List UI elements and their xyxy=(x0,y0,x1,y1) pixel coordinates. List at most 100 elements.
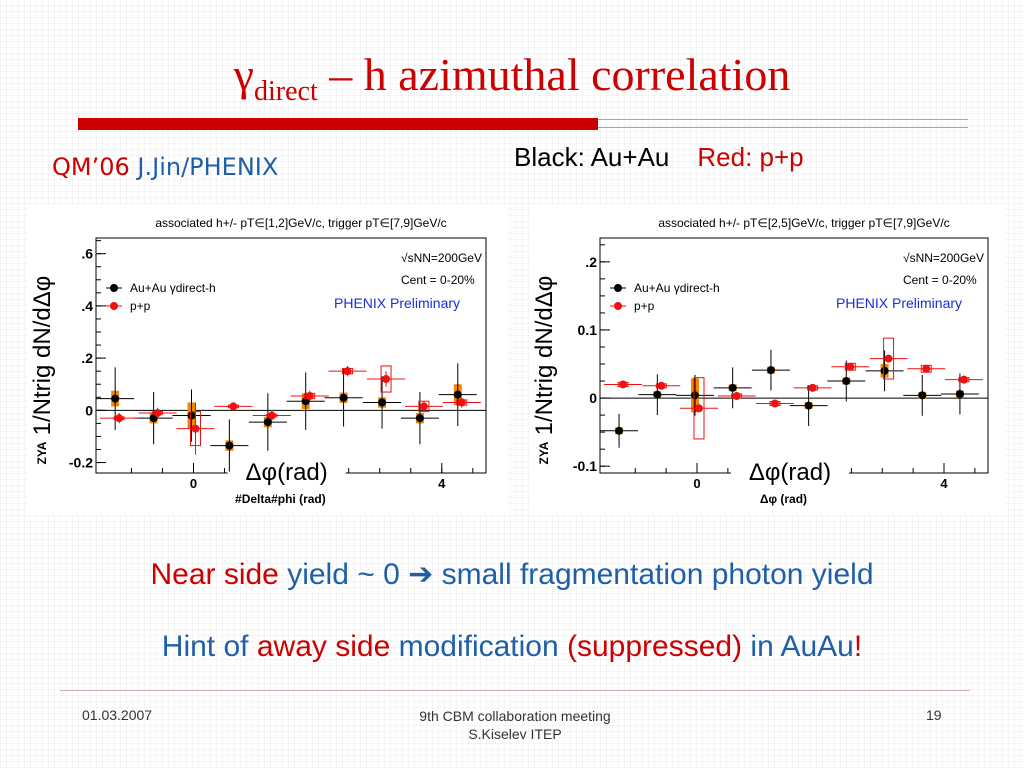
title-rule-thin xyxy=(598,119,968,120)
y-axis-prefix: ZYA xyxy=(537,441,551,464)
data-point-pp xyxy=(229,402,238,411)
plot-header: associated h+/- pT∈[1,2]GeV/c, trigger p… xyxy=(155,216,446,230)
data-point-auau xyxy=(955,389,964,398)
y-tick-label: -0.1 xyxy=(573,458,597,474)
footer-rule xyxy=(60,690,970,691)
title-subscript: direct xyxy=(253,76,318,107)
auau-text: in AuAu xyxy=(742,630,854,663)
data-point-auau xyxy=(339,393,348,402)
data-point-pp xyxy=(419,402,428,411)
data-point-auau xyxy=(842,377,851,386)
data-point-pp xyxy=(695,404,703,413)
data-point-pp xyxy=(808,383,817,392)
conclusion-line-1: Near side yield ~ 0 ➔ small fragmentatio… xyxy=(0,557,1024,592)
preliminary-label: PHENIX Preliminary xyxy=(334,295,460,311)
x-axis-label: Δφ(rad) xyxy=(749,459,831,486)
legend-black: Black: Au+Au xyxy=(514,142,670,172)
title-gamma: γ xyxy=(233,49,254,100)
footer-date: 01.03.2007 xyxy=(82,707,153,723)
yield-text: yield ~ 0 xyxy=(278,558,409,591)
data-point-pp xyxy=(884,354,893,363)
y-tick-label: .2 xyxy=(585,254,597,270)
data-point-pp xyxy=(770,399,779,408)
footer-page-number: 19 xyxy=(926,707,942,723)
title-rest: – h azimuthal correlation xyxy=(317,49,791,100)
x-axis-label: Δφ(rad) xyxy=(246,459,328,486)
data-point-pp xyxy=(153,408,162,417)
legend-label: Au+Au γdirect-h xyxy=(634,281,720,295)
fragmentation-text: small fragmentation photon yield xyxy=(433,558,874,591)
data-point-auau xyxy=(225,441,234,450)
data-point-auau xyxy=(691,391,699,400)
data-point-pp xyxy=(922,364,931,373)
data-point-auau xyxy=(415,414,424,423)
data-point-pp xyxy=(382,375,391,383)
data-point-pp xyxy=(619,380,628,389)
data-point-pp xyxy=(191,424,200,433)
data-point-pp xyxy=(732,392,741,401)
conference-label: QM’06 xyxy=(52,153,130,181)
data-point-auau xyxy=(880,366,889,375)
legend-marker xyxy=(614,284,622,292)
centrality-label: Cent = 0-20% xyxy=(903,273,977,287)
x-tick-label: 0 xyxy=(693,476,700,491)
x-tick-label: 4 xyxy=(940,476,948,491)
footer-author: S.Kiselev ITEP xyxy=(468,726,562,742)
x-axis-label-small: Δφ (rad) xyxy=(760,492,807,506)
data-point-auau xyxy=(263,418,272,427)
footer-meeting-name: 9th CBM collaboration meeting xyxy=(419,708,611,724)
x-axis-label-bg xyxy=(227,455,346,487)
data-point-pp xyxy=(343,367,352,376)
chart-left: associated h+/- pT∈[1,2]GeV/c, trigger p… xyxy=(28,205,508,515)
data-point-auau xyxy=(111,394,120,403)
color-legend: Black: Au+Au Red: p+p xyxy=(514,142,804,173)
legend-marker xyxy=(110,284,118,292)
legend-label: p+p xyxy=(634,299,655,313)
data-point-auau xyxy=(187,411,196,420)
chart-right: associated h+/- pT∈[2,5]GeV/c, trigger p… xyxy=(530,205,1005,515)
legend-marker xyxy=(614,302,622,310)
y-axis-label: 1/Ntrig dN/dΔφ xyxy=(29,276,56,436)
y-tick-label: 0.1 xyxy=(578,322,598,338)
title-rule xyxy=(78,118,598,130)
data-point-auau xyxy=(378,398,387,407)
plot-header: associated h+/- pT∈[2,5]GeV/c, trigger p… xyxy=(658,216,949,230)
away-side-text: away side xyxy=(256,630,391,663)
title-rule-thin-2 xyxy=(598,127,968,128)
slide-title: γdirect – h azimuthal correlation xyxy=(0,48,1024,108)
data-point-pp xyxy=(657,381,666,390)
suppressed-text: (suppressed) xyxy=(567,630,743,663)
data-point-pp xyxy=(305,391,314,400)
y-axis-prefix: ZYA xyxy=(35,441,49,464)
y-tick-label: .2 xyxy=(81,350,93,366)
legend-marker xyxy=(110,302,118,310)
footer-meeting: 9th CBM collaboration meeting S.Kiselev I… xyxy=(350,707,680,743)
y-tick-label: .4 xyxy=(81,298,93,314)
data-point-auau xyxy=(918,391,927,400)
x-axis-label-bg xyxy=(730,455,849,487)
y-tick-label: .6 xyxy=(81,246,93,262)
modification-text: modification xyxy=(390,630,567,663)
data-point-pp xyxy=(267,411,276,420)
data-point-auau xyxy=(653,390,662,399)
arrow-icon: ➔ xyxy=(408,558,434,591)
y-axis-label: 1/Ntrig dN/dΔφ xyxy=(531,276,558,436)
data-point-auau xyxy=(615,426,624,435)
author-label: J.Jin/PHENIX xyxy=(137,153,279,181)
source-label: QM’06 J.Jin/PHENIX xyxy=(52,153,278,181)
data-point-auau xyxy=(804,401,813,410)
y-tick-label: -0.2 xyxy=(69,455,93,471)
legend-label: p+p xyxy=(130,299,151,313)
data-point-pp xyxy=(846,362,855,371)
data-point-auau xyxy=(766,366,775,375)
exclamation-text: ! xyxy=(853,630,863,663)
energy-label: √sNN=200GeV xyxy=(401,251,482,265)
conclusion-line-2: Hint of away side modification (suppress… xyxy=(0,630,1024,664)
legend-label: Au+Au γdirect-h xyxy=(130,281,216,295)
energy-label: √sNN=200GeV xyxy=(903,251,984,265)
hint-text: Hint of xyxy=(161,630,257,663)
y-tick-label: 0 xyxy=(85,402,93,418)
data-point-pp xyxy=(959,375,968,384)
x-axis-label-small: #Delta#phi (rad) xyxy=(235,492,326,506)
y-tick-label: 0 xyxy=(589,390,597,406)
